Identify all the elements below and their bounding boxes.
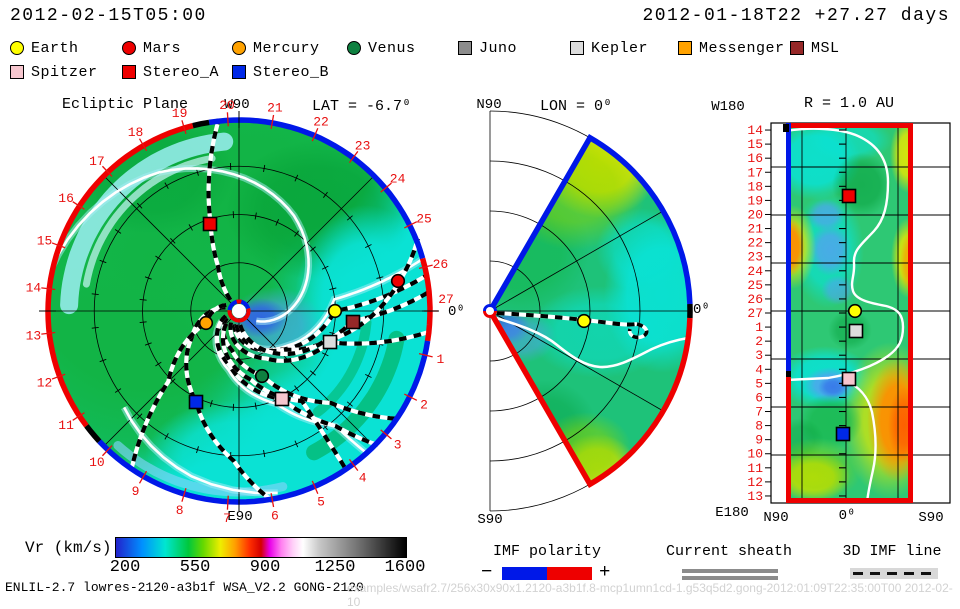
ecliptic-day-label-15: 15 (37, 234, 53, 249)
imf-3d-dash-pattern (853, 572, 935, 575)
ecliptic-day-label-4: 4 (359, 471, 367, 486)
radial-day-label-20: 20 (747, 208, 763, 223)
earth-marker-meridional (578, 315, 591, 328)
spitzer-marker-ecliptic (276, 393, 289, 406)
ecliptic-day-label-16: 16 (58, 191, 74, 206)
colorbar-label: Vr (km/s) (25, 539, 111, 557)
radial-day-label-19: 19 (747, 193, 763, 208)
radial-day-label-10: 10 (747, 447, 763, 462)
ecliptic-day-label-12: 12 (37, 375, 53, 390)
radial-day-label-8: 8 (755, 419, 763, 434)
radial-day-label-4: 4 (755, 362, 763, 377)
spitzer-marker-radial (843, 373, 856, 386)
model-info: ENLIL-2.7 lowres-2120-a3b1f WSA_V2.2 GON… (5, 580, 364, 595)
ecliptic-day-label-17: 17 (89, 154, 105, 169)
radial-day-label-22: 22 (747, 236, 763, 251)
radial-day-label-5: 5 (755, 376, 763, 391)
ecliptic-day-label-1: 1 (436, 352, 444, 367)
radial-day-label-14: 14 (747, 123, 763, 138)
ecliptic-day-label-22: 22 (313, 114, 329, 129)
imf-3d-line-title: 3D IMF line (842, 543, 941, 560)
mars-marker-ecliptic (392, 275, 405, 288)
radial-day-label-18: 18 (747, 179, 763, 194)
ecliptic-day-label-13: 13 (26, 329, 42, 344)
radial-day-label-13: 13 (747, 489, 763, 504)
sun-center (232, 304, 246, 318)
meridional-background (450, 102, 720, 502)
ecliptic-day-label-21: 21 (267, 101, 283, 116)
watermark: examples/wsafr2.7/256x30x90x1.2120-a3b1f… (347, 581, 960, 609)
colorbar (115, 537, 407, 558)
radial-day-label-27: 27 (747, 306, 763, 321)
radial-day-label-26: 26 (747, 292, 763, 307)
colorbar-tick-1250: 1250 (305, 558, 365, 577)
colorbar-tick-1600: 1600 (375, 558, 435, 577)
radial-day-label-1: 1 (755, 320, 763, 335)
colorbar-tick-200: 200 (95, 558, 155, 577)
ecliptic-day-label-5: 5 (317, 495, 325, 510)
radial-day-label-24: 24 (747, 264, 763, 279)
current-sheath-swatch-2 (682, 576, 778, 580)
ecliptic-day-label-14: 14 (26, 281, 42, 296)
imf-plus-label: + (599, 561, 610, 583)
msl-marker-ecliptic (347, 316, 360, 329)
radial-day-label-9: 9 (755, 433, 763, 448)
ecliptic-day-label-9: 9 (132, 484, 140, 499)
imf-negative-swatch (502, 567, 547, 580)
radial-day-label-17: 17 (747, 165, 763, 180)
stereo_b-marker-radial (837, 428, 850, 441)
earth-marker-radial (849, 305, 862, 318)
ecliptic-day-label-7: 7 (223, 511, 231, 526)
radial-day-label-3: 3 (755, 348, 763, 363)
ecliptic-day-label-18: 18 (128, 125, 144, 140)
ecliptic-day-label-10: 10 (89, 455, 105, 470)
colorbar-tick-900: 900 (235, 558, 295, 577)
ecliptic-day-label-19: 19 (172, 106, 188, 121)
meridional-sun (485, 306, 496, 317)
ecliptic-day-label-20: 20 (219, 98, 235, 113)
earth-marker-ecliptic (329, 305, 342, 318)
radial-day-label-6: 6 (755, 390, 763, 405)
radial-day-label-7: 7 (755, 405, 763, 420)
stereo_a-marker-ecliptic (204, 218, 217, 231)
radial-day-label-21: 21 (747, 222, 763, 237)
radial-day-label-15: 15 (747, 137, 763, 152)
ecliptic-day-label-27: 27 (438, 292, 454, 307)
current-sheath-title: Current sheath (666, 543, 792, 560)
ecliptic-day-label-26: 26 (433, 257, 449, 272)
ecliptic-day-label-23: 23 (355, 139, 371, 154)
radial-day-label-23: 23 (747, 250, 763, 265)
stereo_b-marker-ecliptic (190, 396, 203, 409)
mercury-marker-ecliptic (200, 317, 213, 330)
kepler-marker-radial (850, 325, 863, 338)
ecliptic-day-label-3: 3 (394, 438, 402, 453)
radial-day-label-16: 16 (747, 151, 763, 166)
imf-polarity-title: IMF polarity (493, 543, 601, 560)
radial-day-label-25: 25 (747, 278, 763, 293)
imf-minus-label: − (481, 561, 492, 583)
stereo_a-marker-radial (843, 190, 856, 203)
venus-marker-ecliptic (256, 370, 269, 383)
ecliptic-day-label-6: 6 (271, 508, 279, 523)
radial-day-label-11: 11 (747, 461, 763, 476)
imf-3d-line-swatch (850, 568, 938, 579)
ecliptic-day-label-25: 25 (416, 212, 432, 227)
imf-positive-swatch (547, 567, 592, 580)
ecliptic-day-label-8: 8 (176, 503, 184, 518)
colorbar-tick-550: 550 (165, 558, 225, 577)
ecliptic-day-label-24: 24 (390, 171, 406, 186)
radial-day-label-2: 2 (755, 334, 763, 349)
polarity-rim (193, 122, 209, 125)
kepler-marker-ecliptic (324, 336, 337, 349)
radial-day-label-12: 12 (747, 475, 763, 490)
ecliptic-day-label-11: 11 (58, 418, 74, 433)
ecliptic-day-label-2: 2 (420, 397, 428, 412)
current-sheath-swatch-1 (682, 569, 778, 573)
